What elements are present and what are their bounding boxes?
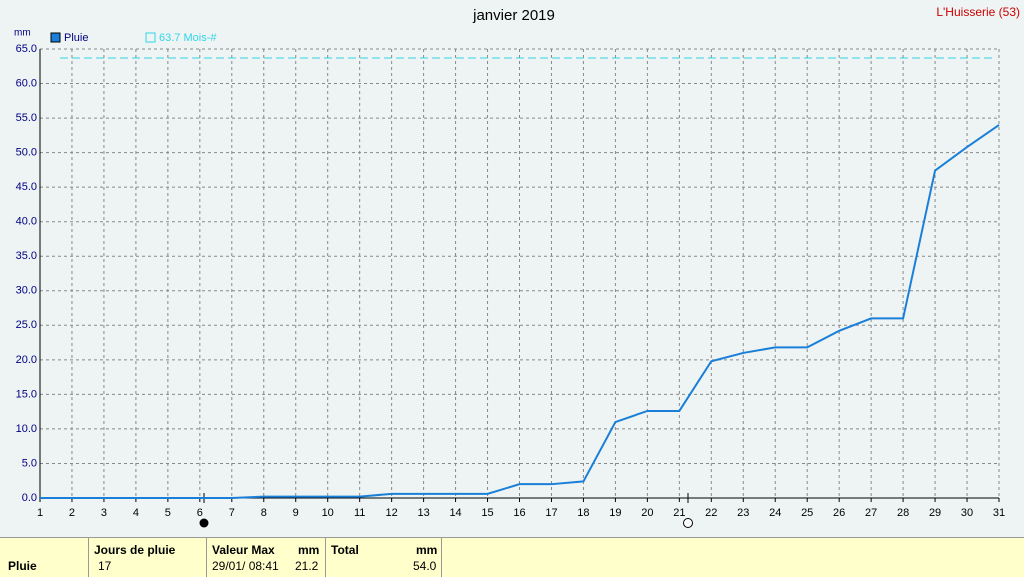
x-tick-label: 15 [481, 507, 493, 519]
y-tick-label: 5.0 [22, 457, 37, 469]
x-tick-label: 17 [545, 507, 557, 519]
x-tick-label: 14 [449, 507, 461, 519]
separator [206, 538, 207, 577]
x-tick-label: 28 [897, 507, 909, 519]
cell: 29/01/ 08:41 [212, 559, 279, 573]
x-tick-label: 29 [929, 507, 941, 519]
y-tick-label: 25.0 [16, 319, 37, 331]
header: mm [298, 543, 320, 557]
x-tick-label: 18 [577, 507, 589, 519]
header: mm [416, 543, 438, 557]
x-tick-label: 2 [69, 507, 75, 519]
station-name: L'Huisserie (53) [936, 5, 1020, 19]
legend-swatch [145, 32, 156, 43]
y-axis-unit: mm [14, 28, 31, 39]
y-tick-label: 35.0 [16, 250, 37, 262]
y-tick-label: 10.0 [16, 423, 37, 435]
x-tick-label: 4 [133, 507, 139, 519]
legend-label: 63.7 Mois-# [159, 32, 217, 44]
x-tick-label: 7 [229, 507, 235, 519]
cell: 54.0 [413, 559, 437, 573]
x-tick-label: 23 [737, 507, 749, 519]
summary-table: Jours de pluie Valeur Max mm Total mm Pl… [0, 537, 1024, 577]
y-tick-label: 60.0 [16, 77, 37, 89]
x-tick-label: 27 [865, 507, 877, 519]
x-tick-label: 12 [386, 507, 398, 519]
separator [441, 538, 442, 577]
x-tick-label: 1 [37, 507, 43, 519]
y-tick-label: 50.0 [16, 147, 37, 159]
cell: 21.2 [295, 559, 319, 573]
x-tick-label: 9 [293, 507, 299, 519]
separator [325, 538, 326, 577]
x-tick-label: 5 [165, 507, 171, 519]
x-tick-label: 22 [705, 507, 717, 519]
x-tick-label: 26 [833, 507, 845, 519]
y-tick-label: 30.0 [16, 285, 37, 297]
cell: 17 [98, 559, 112, 573]
y-tick-label: 15.0 [16, 388, 37, 400]
new-moon-icon [199, 518, 209, 528]
chart-title: janvier 2019 [472, 7, 555, 24]
x-tick-label: 13 [417, 507, 429, 519]
legend-swatch [50, 32, 61, 43]
x-tick-label: 16 [513, 507, 525, 519]
full-moon-icon [683, 518, 693, 528]
y-tick-label: 65.0 [16, 43, 37, 55]
y-tick-label: 45.0 [16, 181, 37, 193]
x-tick-label: 3 [101, 507, 107, 519]
x-tick-label: 30 [961, 507, 973, 519]
data-line [40, 124, 1000, 499]
header: Jours de pluie [94, 543, 176, 557]
y-tick-label: 55.0 [16, 112, 37, 124]
row-label: Pluie [8, 559, 37, 573]
y-tick-label: 0.0 [22, 492, 37, 504]
chart: janvier 2019 L'Huisserie (53) mm 0.0 5.0 1… [14, 5, 1020, 528]
y-tick-label: 40.0 [16, 216, 37, 228]
header: Valeur Max [212, 543, 275, 557]
separator [88, 538, 89, 577]
x-tick-label: 25 [801, 507, 813, 519]
legend-label: Pluie [64, 32, 88, 44]
x-tick-label: 10 [322, 507, 334, 519]
x-tick-label: 24 [769, 507, 781, 519]
x-tick-label: 31 [993, 507, 1005, 519]
x-tick-label: 19 [609, 507, 621, 519]
x-tick-label: 11 [354, 507, 365, 519]
header: Total [331, 543, 359, 557]
y-tick-label: 20.0 [16, 354, 37, 366]
x-tick-label: 21 [673, 507, 685, 519]
x-tick-label: 6 [197, 507, 203, 519]
x-tick-label: 8 [261, 507, 267, 519]
x-tick-label: 20 [641, 507, 653, 519]
